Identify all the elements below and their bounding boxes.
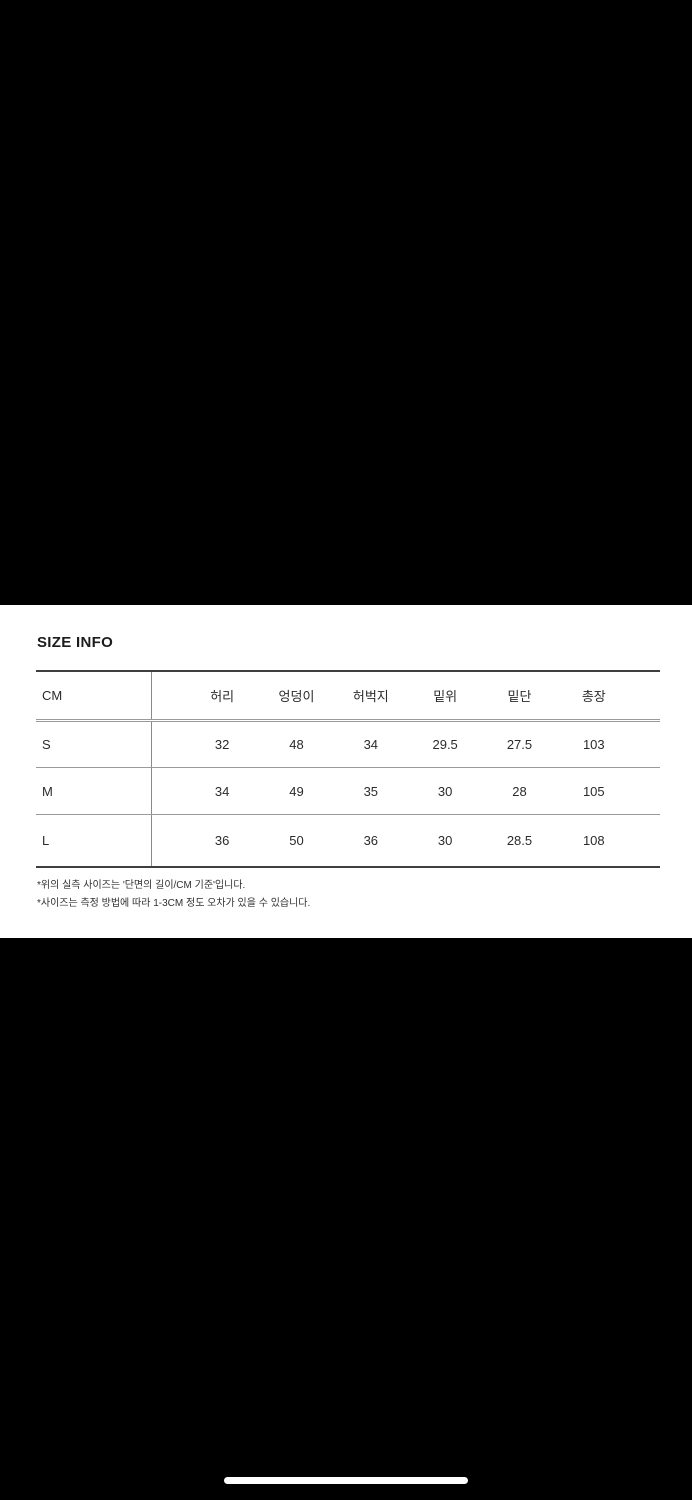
measurement-cell: 103 bbox=[582, 737, 605, 752]
measurement-cell: 50 bbox=[289, 833, 304, 848]
row-cells: 32 48 34 29.5 27.5 103 bbox=[152, 722, 660, 767]
size-label: L bbox=[36, 815, 152, 866]
column-header-hip: 엉덩이 bbox=[278, 689, 315, 704]
column-header-waist: 허리 bbox=[210, 689, 235, 704]
measurement-cell: 48 bbox=[289, 737, 304, 752]
header-cells: 허리 엉덩이 허벅지 밑위 밑단 총장 bbox=[152, 672, 660, 719]
measurement-cell: 32 bbox=[214, 737, 230, 752]
measurement-cell: 36 bbox=[214, 833, 230, 848]
measurement-cell: 49 bbox=[289, 783, 304, 799]
measurement-cell: 28 bbox=[512, 783, 527, 799]
row-cells: 34 49 35 30 28 105 bbox=[152, 768, 660, 814]
size-label: M bbox=[36, 768, 152, 814]
home-indicator[interactable] bbox=[224, 1477, 468, 1484]
size-chart-header-row: CM 허리 엉덩이 허벅지 밑위 밑단 총장 bbox=[36, 672, 660, 722]
size-row-s: S 32 48 34 29.5 27.5 103 bbox=[36, 722, 660, 767]
unit-label: CM bbox=[36, 672, 152, 719]
measurement-cell: 34 bbox=[363, 737, 379, 752]
measurement-cell: 28.5 bbox=[506, 833, 533, 848]
size-row-m: M 34 49 35 30 28 105 bbox=[36, 767, 660, 814]
measurement-cell: 35 bbox=[363, 783, 379, 799]
column-header-rise: 밑위 bbox=[433, 689, 458, 704]
measurement-cell: 105 bbox=[582, 783, 605, 799]
column-header-hem: 밑단 bbox=[507, 689, 532, 704]
row-cells: 36 50 36 30 28.5 108 bbox=[152, 815, 660, 866]
measurement-cell: 27.5 bbox=[506, 737, 533, 752]
measurement-cell: 108 bbox=[582, 833, 605, 848]
note-line-measure-basis: *위의 실측 사이즈는 '단면의 길이/CM 기준'입니다. bbox=[37, 880, 246, 891]
size-chart-table: CM 허리 엉덩이 허벅지 밑위 밑단 총장 S 32 48 34 29.5 2 bbox=[36, 670, 660, 868]
column-header-thigh: 허벅지 bbox=[352, 689, 389, 704]
size-notes: *위의 실측 사이즈는 '단면의 길이/CM 기준'입니다. *사이즈는 측정 … bbox=[37, 877, 310, 913]
measurement-cell: 30 bbox=[437, 833, 453, 848]
size-info-title: SIZE INFO bbox=[37, 634, 114, 651]
size-row-l: L 36 50 36 30 28.5 108 bbox=[36, 814, 660, 866]
measurement-cell: 34 bbox=[214, 783, 230, 799]
measurement-cell: 36 bbox=[363, 833, 379, 848]
size-label: S bbox=[36, 722, 152, 767]
measurement-cell: 30 bbox=[437, 783, 453, 799]
size-info-panel: SIZE INFO CM 허리 엉덩이 허벅지 밑위 밑단 총장 S 32 48 bbox=[0, 605, 692, 938]
column-header-length: 총장 bbox=[581, 689, 606, 704]
note-line-tolerance: *사이즈는 측정 방법에 따라 1-3CM 정도 오차가 있을 수 있습니다. bbox=[37, 898, 311, 909]
measurement-cell: 29.5 bbox=[432, 737, 458, 752]
